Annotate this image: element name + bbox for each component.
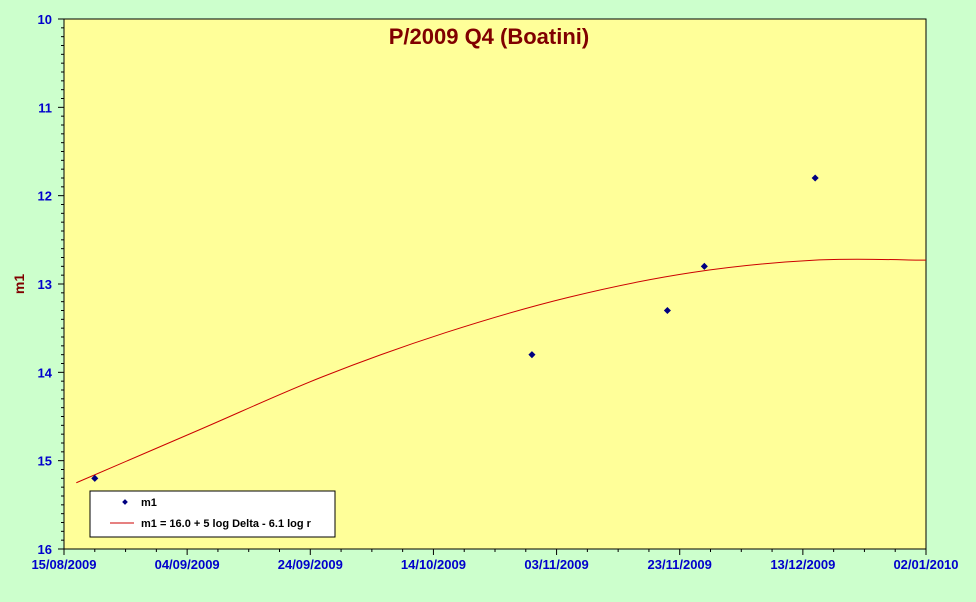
x-tick-label: 15/08/2009	[31, 557, 96, 572]
x-axis: 15/08/2009 04/09/2009 24/09/2009 14/10/2009…	[31, 548, 959, 572]
x-tick-label: 03/11/2009	[524, 557, 588, 572]
x-tick-label: 04/09/2009	[155, 557, 220, 572]
x-tick-label: 24/09/2009	[278, 557, 343, 572]
data-point	[811, 174, 819, 182]
y-axis: 10 11 12 13 14 15 16	[38, 12, 65, 557]
legend-label-m1: m1	[141, 497, 157, 509]
data-point	[663, 306, 671, 315]
data-point	[91, 474, 99, 482]
y-tick-label: 12	[38, 189, 52, 204]
x-tick-label: 02/01/2010	[893, 557, 958, 572]
x-tick-label: 14/10/2009	[401, 557, 466, 572]
y-tick-label: 15	[38, 454, 52, 469]
legend: m1 m1 = 16.0 + 5 log Delta - 6.1 log r	[89, 490, 336, 538]
y-tick-label: 11	[38, 100, 52, 115]
y-tick-label: 16	[38, 542, 52, 557]
plot-area	[63, 18, 927, 550]
fit-line-series	[76, 258, 927, 484]
y-tick-label: 10	[38, 12, 52, 27]
data-point	[700, 262, 708, 270]
chart-title: P/2009 Q4 (Boatini)	[389, 24, 590, 49]
data-point	[528, 351, 536, 359]
legend-box	[89, 490, 336, 538]
legend-marker-m1	[122, 499, 128, 505]
y-tick-label: 13	[38, 277, 52, 292]
x-tick-label: 13/12/2009	[770, 557, 835, 572]
fit-line	[76, 258, 927, 484]
y-axis-label: m1	[11, 274, 27, 294]
m1-points-series	[91, 174, 819, 482]
x-tick-label: 23/11/2009	[648, 557, 712, 572]
y-tick-label: 14	[38, 365, 53, 380]
legend-label-fit: m1 = 16.0 + 5 log Delta - 6.1 log r	[141, 518, 312, 530]
